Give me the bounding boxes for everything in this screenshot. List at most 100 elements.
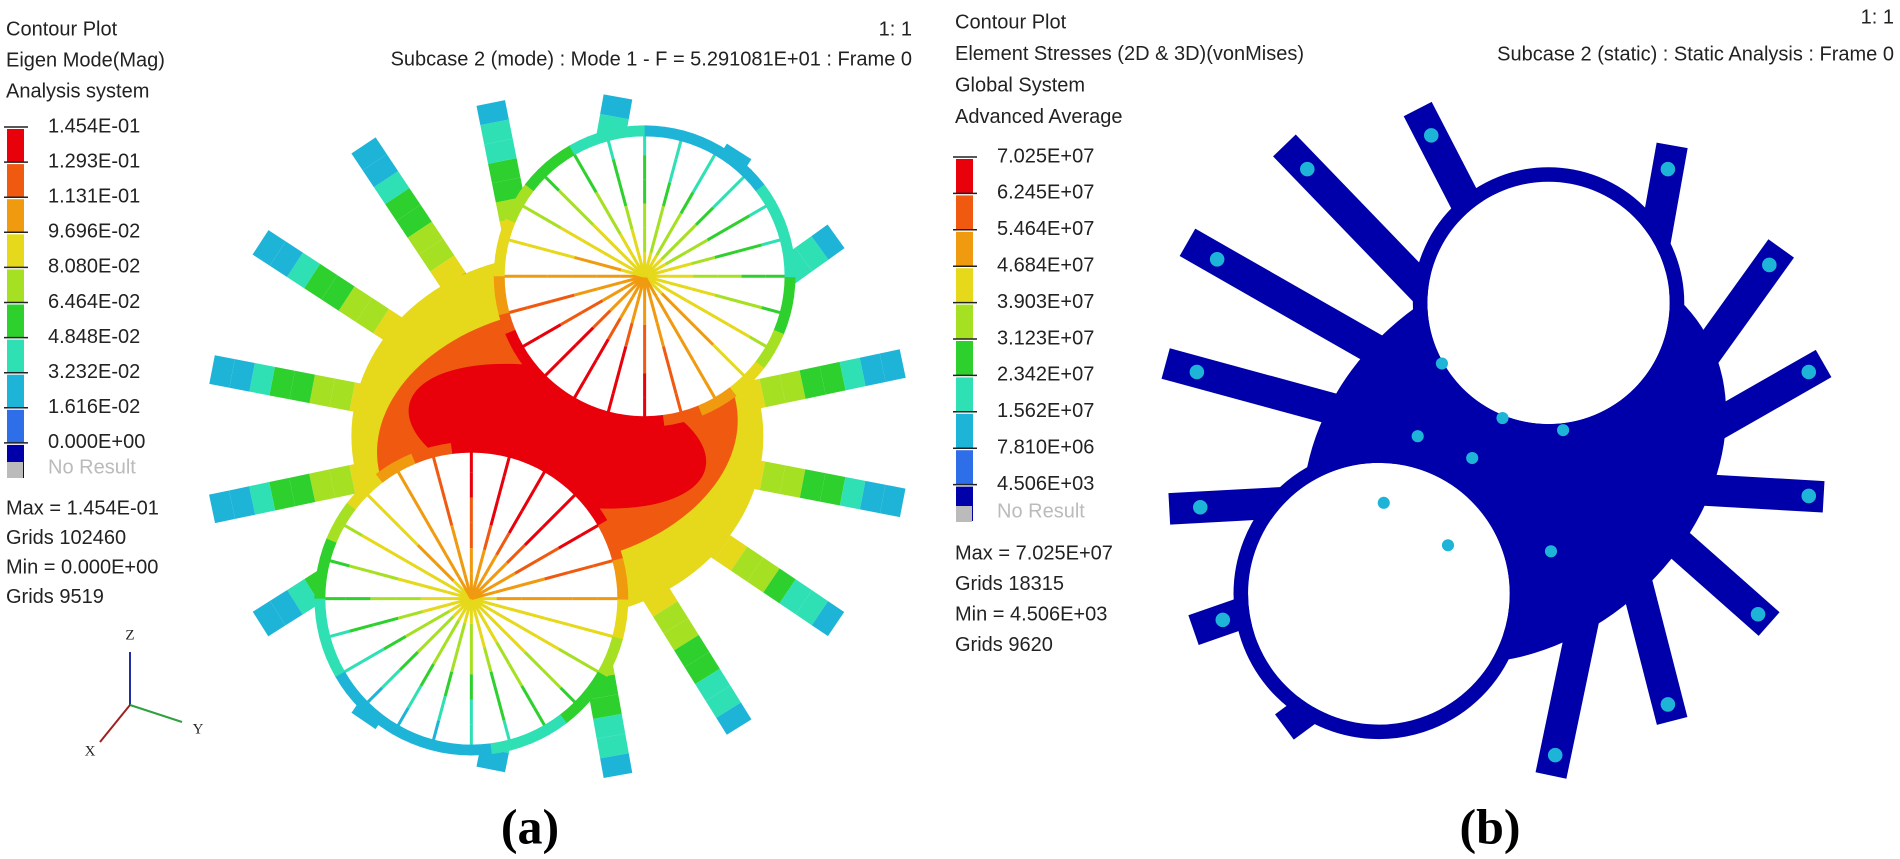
hotspot (1762, 257, 1777, 273)
spoke (601, 287, 625, 302)
legend-swatch (7, 304, 24, 338)
hotspot (1189, 364, 1205, 380)
legend-swatch (7, 269, 24, 303)
annotations: Contour Plot Eigen Mode(Mag) Analysis syst… (4, 6, 1894, 854)
spoke (527, 299, 552, 310)
spoke (630, 229, 640, 254)
ring (314, 577, 327, 599)
arm (209, 490, 236, 524)
spoke (559, 226, 583, 242)
spoke (437, 476, 447, 502)
arm (653, 601, 689, 634)
spoke (416, 633, 437, 654)
spoke (443, 671, 454, 697)
arm (779, 370, 806, 404)
arm (839, 357, 866, 391)
spoke (373, 570, 399, 581)
ring-hole (1248, 462, 1510, 725)
spoke (550, 249, 575, 259)
header-line: Analysis system (6, 80, 149, 102)
legend-label: 5.464E+07 (997, 218, 1094, 240)
ring (498, 311, 516, 334)
legend-swatch (7, 129, 24, 163)
spoke (406, 488, 423, 512)
spoke (489, 671, 499, 697)
spoke (619, 296, 634, 319)
spoke (426, 572, 451, 588)
arm (269, 589, 303, 626)
spoke (737, 299, 763, 310)
arm (362, 154, 399, 188)
arm (684, 651, 720, 685)
hotspot (1209, 252, 1225, 267)
spoke (677, 223, 698, 244)
spoke (714, 249, 739, 259)
spoke (495, 603, 521, 614)
spoke (649, 229, 659, 254)
legend-swatch (7, 234, 24, 268)
legend-swatch (7, 199, 24, 233)
spoke (685, 238, 709, 254)
arm (430, 255, 466, 289)
arm (600, 94, 633, 120)
spoke (606, 317, 622, 340)
arm (839, 476, 866, 510)
spoke (432, 641, 448, 665)
spoke (618, 182, 628, 207)
stat-line: Max = 1.454E-01 (6, 497, 159, 519)
spoke (655, 322, 665, 347)
arm (309, 469, 336, 503)
spoke (655, 233, 671, 257)
arm (879, 349, 906, 382)
arm (269, 477, 296, 511)
ring (586, 130, 610, 147)
ring (779, 237, 795, 259)
spoke (568, 564, 594, 574)
panel-label: (a) (501, 798, 559, 854)
legend-swatch (956, 341, 973, 376)
ring (612, 617, 627, 641)
axis-letter: X (85, 743, 96, 759)
ring (662, 126, 685, 142)
spoke (373, 616, 399, 627)
arm (779, 465, 806, 498)
header-line: Contour Plot (955, 11, 1067, 33)
arm (759, 374, 786, 408)
arm (309, 374, 335, 408)
spoke (568, 623, 594, 633)
ring (679, 405, 703, 423)
arm (759, 461, 786, 494)
spoke (505, 543, 526, 564)
spoke (611, 158, 621, 184)
spoke (685, 299, 709, 314)
arm (355, 297, 389, 334)
arm (329, 465, 356, 498)
spoke (727, 214, 751, 230)
legend-label: 7.810E+06 (997, 436, 1094, 458)
legend-swatch (956, 195, 973, 230)
spoke (476, 549, 486, 575)
ring (493, 255, 507, 277)
hotspot (1423, 128, 1439, 143)
arm (249, 482, 276, 515)
ring (616, 578, 629, 600)
ring (493, 275, 506, 296)
spoke (664, 287, 688, 302)
legend-label: 7.025E+07 (997, 145, 1094, 167)
arm (287, 579, 320, 615)
spoke (606, 212, 622, 236)
spoke (541, 668, 562, 689)
arm (304, 263, 338, 300)
hotspot (1215, 612, 1231, 628)
hotspot (1801, 488, 1817, 504)
spoke (664, 250, 688, 266)
spoke (496, 476, 506, 502)
spoke (574, 287, 599, 297)
arm (879, 484, 906, 518)
spoke (609, 240, 629, 261)
spoke (592, 309, 612, 329)
spoke (505, 633, 526, 654)
legend-swatch (956, 231, 973, 267)
arm (229, 359, 255, 392)
no-result-label: No Result (997, 500, 1085, 522)
